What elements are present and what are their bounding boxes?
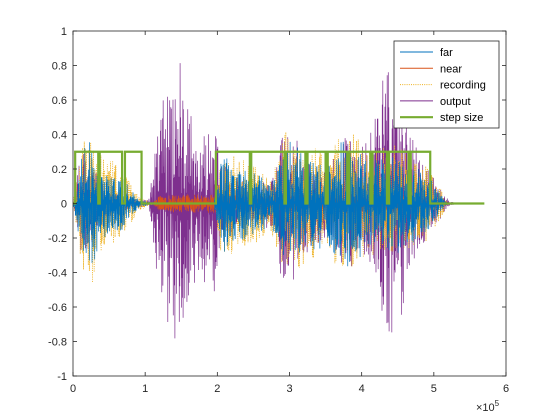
- ticks-layer: 0 1 2 3 4 5 6 1 0.8 0.6 0.4 0.2 0 -0.2 -0.4 -0.6 -0.8 -1: [48, 26, 509, 395]
- y-tick-label: -0.8: [48, 337, 67, 349]
- x-tick-label: 4: [359, 383, 365, 395]
- x-tick-label: 0: [70, 383, 76, 395]
- series-line-step-size: [73, 150, 485, 205]
- y-tick-label: -0.4: [48, 268, 67, 280]
- y-tick-label: 0: [61, 199, 67, 211]
- legend-label-output: output: [440, 96, 471, 108]
- x-tick-label: 1: [142, 383, 148, 395]
- x-exponent-label: ×105: [476, 399, 500, 414]
- legend-label-step-size: step size: [440, 112, 483, 124]
- x-exponent-base: ×10: [476, 402, 495, 414]
- series-layer: [73, 63, 485, 339]
- y-tick-label: 0.6: [52, 95, 67, 107]
- x-tick-label: 5: [431, 383, 437, 395]
- y-tick-label: 0.4: [52, 130, 67, 142]
- y-tick-label: 0.8: [52, 61, 67, 73]
- y-tick-label: 1: [61, 26, 67, 38]
- legend-label-near: near: [440, 63, 462, 75]
- legend[interactable]: far near recording output step size: [393, 40, 500, 129]
- legend-entries: far near recording output step size: [400, 47, 486, 124]
- x-tick-label: 6: [503, 383, 509, 395]
- y-tick-label: 0.2: [52, 164, 67, 176]
- legend-label-far: far: [440, 47, 453, 59]
- x-tick-label: 2: [214, 383, 220, 395]
- y-tick-label: -0.2: [48, 233, 67, 245]
- y-tick-label: -0.6: [48, 302, 67, 314]
- y-tick-label: -1: [57, 371, 67, 383]
- legend-label-recording: recording: [440, 80, 486, 92]
- x-exponent-power: 5: [495, 399, 500, 408]
- series-line-far: [73, 141, 449, 267]
- x-tick-label: 3: [286, 383, 292, 395]
